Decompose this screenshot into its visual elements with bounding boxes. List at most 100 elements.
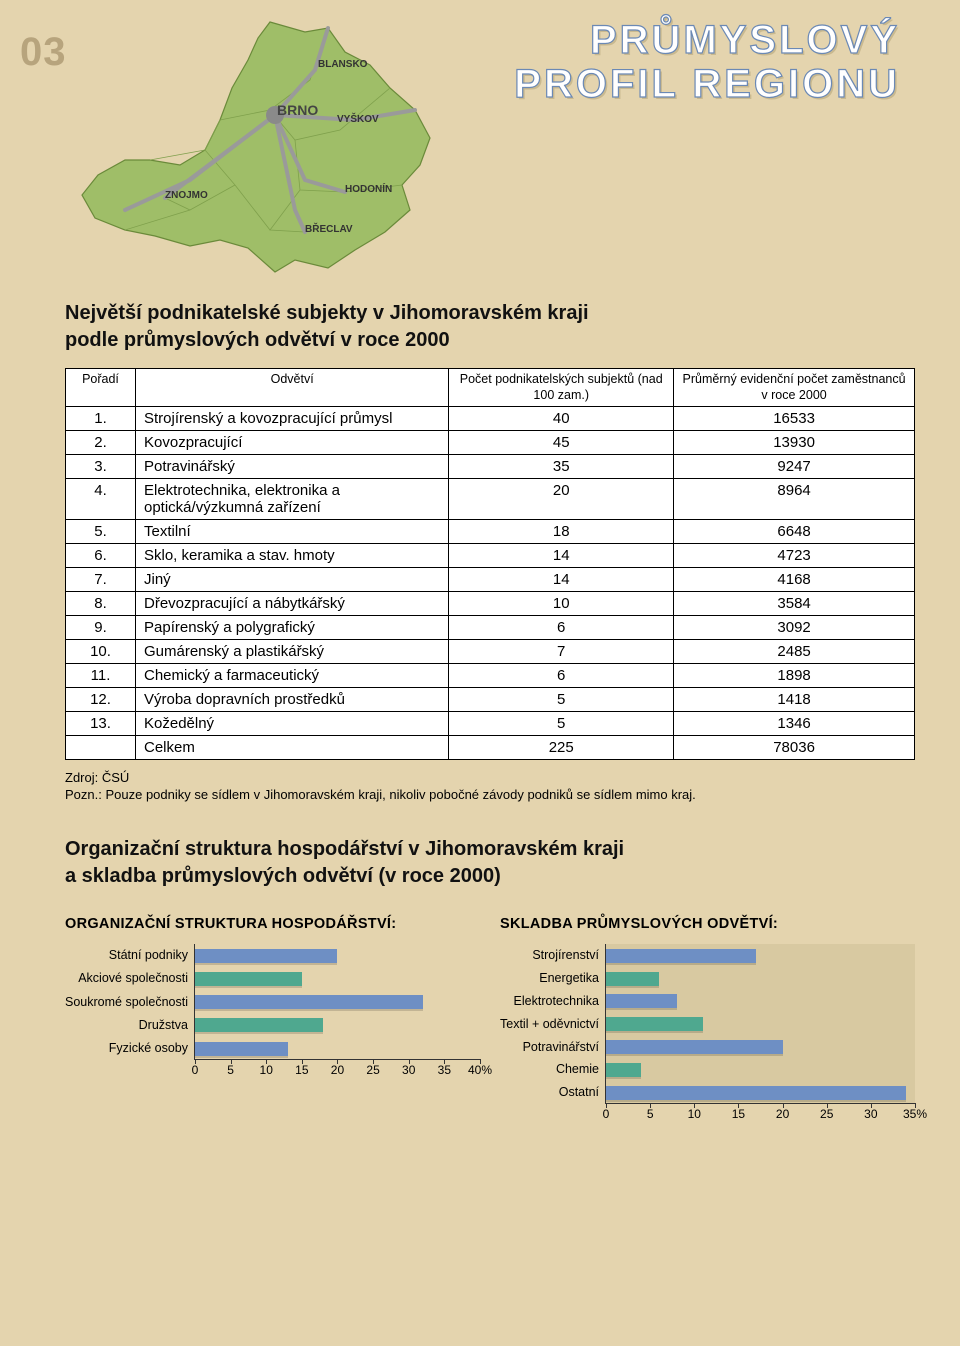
table-row: 7.Jiný144168: [66, 568, 915, 592]
table-row: 1.Strojírenský a kovozpracující průmysl4…: [66, 407, 915, 431]
table-source: Zdroj: ČSÚ: [65, 770, 915, 785]
cell-rank: 5.: [66, 520, 136, 544]
cell-sector: Textilní: [136, 520, 449, 544]
cell-sector: Kožedělný: [136, 712, 449, 736]
chart-left-labels: Státní podnikyAkciové společnostiSoukrom…: [65, 944, 194, 1060]
cell-sector: Strojírenský a kovozpracující průmysl: [136, 407, 449, 431]
cell-count: 20: [449, 479, 674, 520]
cell-employees: 16533: [674, 407, 915, 431]
chart-bar: [606, 1063, 641, 1077]
cell-count: 5: [449, 712, 674, 736]
chart-bar-label: Energetika: [500, 967, 599, 990]
cell-employees: 1898: [674, 664, 915, 688]
cell-employees: 1418: [674, 688, 915, 712]
table-row: 3.Potravinářský359247: [66, 455, 915, 479]
map-city-label: BLANSKO: [318, 59, 368, 70]
content: Největší podnikatelské subjekty v Jihomo…: [65, 300, 915, 1104]
cell-rank: 6.: [66, 544, 136, 568]
chart-bar: [606, 1086, 906, 1100]
col-sector: Odvětví: [136, 369, 449, 407]
cell-rank: 10.: [66, 640, 136, 664]
chart-left-title: ORGANIZAČNÍ STRUKTURA HOSPODÁŘSTVÍ:: [65, 916, 480, 932]
table-row: 10.Gumárenský a plastikářský72485: [66, 640, 915, 664]
table-row: 9.Papírenský a polygrafický63092: [66, 616, 915, 640]
charts-heading-line2: a skladba průmyslových odvětví (v roce 2…: [65, 865, 501, 887]
chart-bar: [195, 949, 338, 963]
cell-rank: 1.: [66, 407, 136, 431]
chart-xtick: 25: [366, 1063, 379, 1077]
chart-bar-label: Chemie: [500, 1058, 599, 1081]
chart-bar: [195, 1042, 288, 1056]
chart-right-labels: StrojírenstvíEnergetikaElektrotechnikaTe…: [500, 944, 605, 1104]
chart-bar-label: Soukromé společnosti: [65, 991, 188, 1014]
table-heading-line2: podle průmyslových odvětví v roce 2000: [65, 329, 450, 351]
cell-sector: Chemický a farmaceutický: [136, 664, 449, 688]
chart-xtick: 15: [295, 1063, 308, 1077]
chart-right-title: SKLADBA PRŮMYSLOVÝCH ODVĚTVÍ:: [500, 916, 915, 932]
chart-bar: [195, 995, 423, 1009]
map-city-label: BŘECLAV: [305, 222, 353, 235]
chart-bar-label: Potravinářství: [500, 1036, 599, 1059]
page-title: PRŮMYSLOVÝ PROFIL REGIONU: [514, 18, 900, 106]
cell-total-label: Celkem: [136, 736, 449, 760]
chart-xtick: 20: [776, 1107, 789, 1121]
cell-rank: 12.: [66, 688, 136, 712]
chart-xtick: 5: [227, 1063, 234, 1077]
col-count: Počet podnikatelských subjektů (nad 100 …: [449, 369, 674, 407]
cell-rank: 4.: [66, 479, 136, 520]
table-row: 6.Sklo, keramika a stav. hmoty144723: [66, 544, 915, 568]
cell-sector: Výroba dopravních prostředků: [136, 688, 449, 712]
cell-sector: Gumárenský a plastikářský: [136, 640, 449, 664]
cell-count: 18: [449, 520, 674, 544]
chart-bar: [606, 994, 677, 1008]
chart-xtick: 35: [438, 1063, 451, 1077]
page-number: 03: [20, 30, 67, 75]
chart-bar: [606, 972, 659, 986]
cell-count: 6: [449, 616, 674, 640]
table-total-row: Celkem22578036: [66, 736, 915, 760]
cell-sector: Elektrotechnika, elektronika a optická/v…: [136, 479, 449, 520]
cell-count: 10: [449, 592, 674, 616]
chart-xtick: 35%: [903, 1107, 927, 1121]
map-outline: [82, 22, 430, 272]
chart-bar-label: Elektrotechnika: [500, 990, 599, 1013]
chart-bar-label: Akciové společnosti: [65, 967, 188, 990]
chart-bar-label: Strojírenství: [500, 944, 599, 967]
cell-count: 6: [449, 664, 674, 688]
page: 03 PRŮMYSLOVÝ PROFIL REGIONU: [0, 0, 960, 1346]
cell-employees: 3584: [674, 592, 915, 616]
table-row: 8.Dřevozpracující a nábytkářský103584: [66, 592, 915, 616]
sectors-table: Pořadí Odvětví Počet podnikatelských sub…: [65, 368, 915, 760]
cell-count: 14: [449, 544, 674, 568]
cell-sector: Potravinářský: [136, 455, 449, 479]
table-row: 11.Chemický a farmaceutický61898: [66, 664, 915, 688]
table-heading-line1: Největší podnikatelské subjekty v Jihomo…: [65, 302, 589, 324]
cell-employees: 8964: [674, 479, 915, 520]
table-heading: Největší podnikatelské subjekty v Jihomo…: [65, 300, 915, 354]
cell-count: 7: [449, 640, 674, 664]
chart-xtick: 25: [820, 1107, 833, 1121]
map-city-label: BRNO: [277, 102, 318, 118]
chart-bar-label: Textil + oděvnictví: [500, 1013, 599, 1036]
chart-bar: [606, 1040, 783, 1054]
chart-bar: [195, 1018, 323, 1032]
cell-employees: 2485: [674, 640, 915, 664]
cell-employees: 4723: [674, 544, 915, 568]
chart-bar: [195, 972, 302, 986]
chart-xtick: 10: [260, 1063, 273, 1077]
chart-left-xticks: 0510152025303540%: [195, 1061, 480, 1081]
chart-bar: [606, 1017, 703, 1031]
cell-employees: 4168: [674, 568, 915, 592]
chart-left: ORGANIZAČNÍ STRUKTURA HOSPODÁŘSTVÍ: Stát…: [65, 916, 480, 1104]
cell-count: 5: [449, 688, 674, 712]
cell-employees: 9247: [674, 455, 915, 479]
cell-count: 14: [449, 568, 674, 592]
cell-sector: Sklo, keramika a stav. hmoty: [136, 544, 449, 568]
chart-bar-label: Fyzické osoby: [65, 1037, 188, 1060]
map-city-label: ZNOJMO: [165, 190, 208, 201]
charts-heading-line1: Organizační struktura hospodářství v Jih…: [65, 838, 624, 860]
chart-xtick: 40%: [468, 1063, 492, 1077]
table-row: 2.Kovozpracující4513930: [66, 431, 915, 455]
cell-count: 45: [449, 431, 674, 455]
chart-right-plot: 05101520253035%: [605, 944, 915, 1104]
